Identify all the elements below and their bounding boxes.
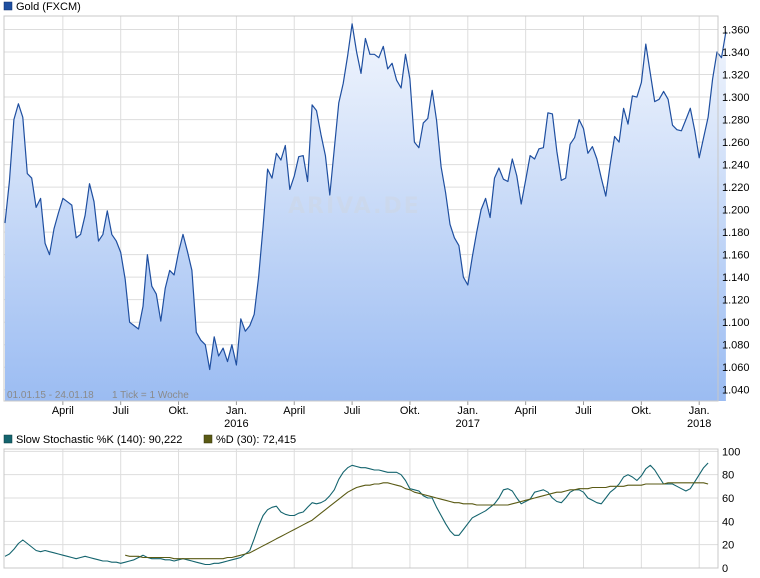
k-legend-label: Slow Stochastic %K (140): 90,222 (16, 434, 182, 446)
d-legend-label: %D (30): 72,415 (216, 434, 296, 446)
main-x-tick-label: Okt. (400, 405, 420, 417)
indicator-y-axis: 100 80 60 40 20 0 (722, 446, 740, 575)
main-y-tick-label: 1.360 (722, 25, 750, 37)
main-x-tick-label: Juli (575, 405, 592, 417)
main-y-tick-label: 1.060 (722, 362, 750, 374)
main-x-tick-label: Okt. (168, 405, 188, 417)
main-x-tick-label: April (52, 405, 74, 417)
main-y-tick-label: 1.320 (722, 70, 750, 82)
main-y-tick-label: 1.140 (722, 272, 750, 284)
indicator-y-tick-label: 20 (722, 540, 734, 552)
indicator-y-tick-label: 60 (722, 493, 734, 505)
indicator-lines (4, 462, 709, 566)
d-legend-swatch (203, 434, 213, 444)
main-y-tick-label: 1.180 (722, 227, 750, 239)
main-chart-frame (3, 15, 719, 402)
main-y-tick-label: 1.040 (722, 385, 750, 397)
main-chart-title: Gold (FXCM) (16, 1, 81, 13)
gold-price-area (5, 23, 726, 402)
tick-interval-label: 1 Tick = 1 Woche (112, 390, 189, 401)
indicator-y-tick-label: 80 (722, 470, 734, 482)
indicator-y-tick-label: 100 (722, 446, 740, 458)
main-x-tick-label: Jan. (689, 405, 710, 417)
main-y-tick-label: 1.120 (722, 295, 750, 307)
main-x-tick-label: Juli (344, 405, 361, 417)
indicator-grid (4, 449, 718, 569)
main-y-tick-label: 1.260 (722, 137, 750, 149)
main-y-tick-label: 1.280 (722, 115, 750, 127)
main-x-tick-label: Okt. (631, 405, 651, 417)
main-x-year-label: 2018 (687, 418, 711, 430)
main-y-tick-label: 1.100 (722, 317, 750, 329)
main-chart-area (4, 23, 727, 402)
stochastic-k-line (4, 462, 709, 566)
main-x-year-label: 2016 (224, 418, 248, 430)
main-y-tick-label: 1.240 (722, 160, 750, 172)
main-x-tick-label: Jan. (226, 405, 247, 417)
k-legend-swatch (3, 434, 13, 444)
main-y-tick-label: 1.080 (722, 340, 750, 352)
gold-price-line (4, 23, 727, 371)
main-x-tick-label: April (515, 405, 537, 417)
stochastic-d-line (125, 482, 709, 560)
watermark: ARIVA.DE (288, 194, 421, 219)
main-y-tick-label: 1.340 (722, 47, 750, 59)
main-x-tick-label: April (283, 405, 305, 417)
main-y-tick-label: 1.300 (722, 92, 750, 104)
date-range-label: 01.01.15 - 24.01.18 (7, 390, 94, 401)
main-legend-swatch (3, 1, 13, 11)
main-y-axis: 1.360 1.340 1.320 1.300 1.280 1.260 1.240 1.220… (722, 25, 750, 397)
main-y-tick-label: 1.220 (722, 182, 750, 194)
main-y-tick-label: 1.160 (722, 250, 750, 262)
main-x-tick-label: Jan. (457, 405, 478, 417)
main-x-year-label: 2017 (456, 418, 480, 430)
indicator-y-tick-label: 0 (722, 563, 728, 575)
indicator-frame (3, 448, 719, 569)
main-y-tick-label: 1.200 (722, 205, 750, 217)
indicator-y-tick-label: 40 (722, 516, 734, 528)
main-x-tick-label: Juli (112, 405, 129, 417)
